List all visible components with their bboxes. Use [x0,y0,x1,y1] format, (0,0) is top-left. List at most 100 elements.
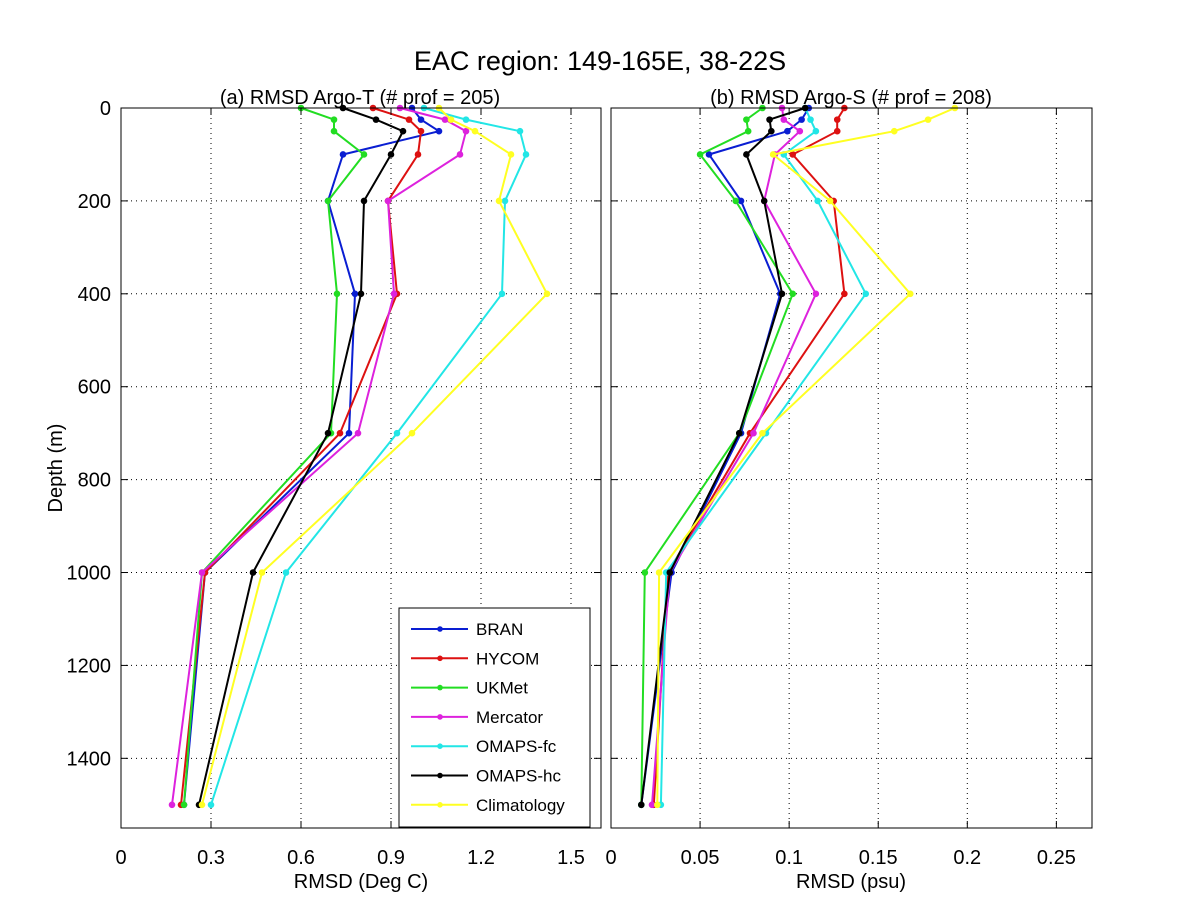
legend-label-omaps-fc: OMAPS-fc [476,737,557,756]
panel-a-ytick-label: 1400 [67,748,112,770]
panel-b-point-ukmet [732,197,740,205]
panel-a-point-mercator [384,197,392,205]
figure-title: EAC region: 149-165E, 38-22S [414,46,786,76]
panel-a-point-omaps-fc [207,801,215,809]
panel-b-xlabel: RMSD (psu) [796,871,906,893]
panel-a-point-bran [417,116,425,123]
legend-label-climatology: Climatology [476,796,565,815]
panel-a-point-omaps-hc [357,290,365,298]
panel-a-point-omaps-hc [324,429,332,437]
panel-b-xtick-label: 0.25 [1037,847,1076,869]
legend-marker-ukmet [437,684,443,691]
panel-a-point-mercator [354,429,362,437]
legend-marker-omaps-hc [437,772,443,779]
panel-b-point-omaps-hc [778,290,786,298]
panel-a-xtick-label: 0 [115,847,126,869]
panel-a-point-bran [351,290,359,298]
panel-a-xtick-label: 0.6 [287,847,315,869]
panel-a-point-bran [435,127,443,135]
panel-a-ylabel: Depth (m) [45,424,67,513]
panel-b-point-hycom [833,116,841,123]
panel-b-axes-frame [610,107,1093,829]
panel-a-point-ukmet [330,127,338,135]
panel-b-point-omaps-hc [743,151,750,158]
panel-b-point-omaps-fc [807,116,814,123]
panel-a-point-omaps-hc [372,116,380,123]
panel-b-point-mercator [648,801,656,809]
panel-a-xtick-label: 0.3 [197,847,225,869]
panel-a-point-ukmet [180,801,188,809]
panel-b-point-climatology [906,290,914,298]
panel-b-point-bran [705,151,713,158]
panel-a-point-ukmet [333,290,341,298]
legend-marker-hycom [437,655,443,662]
panel-b-point-hycom [841,290,848,298]
panel-b-point-climatology [759,429,766,437]
panel-a-point-hycom [336,429,344,437]
panel-b-point-ukmet [744,127,752,135]
panel-b-point-climatology [769,151,777,158]
panel-a-point-climatology [447,116,455,123]
panel-b-point-climatology [654,801,661,809]
panel-a-xtick-label: 1.2 [467,847,495,869]
panel-a-title: (a) RMSD Argo-T (# prof = 205) [220,87,500,109]
panel-b-salinity: (b) RMSD Argo-S (# prof = 208) 0 0.05 0.1 0… [605,87,1093,893]
panel-b-point-omaps-fc [862,290,870,298]
panel-b-point-climatology [890,127,898,135]
panel-a-point-climatology [543,290,551,298]
panel-b-point-omaps-fc [814,197,821,205]
panel-a-point-omaps-fc [516,127,524,135]
legend-marker-bran [437,626,443,632]
panel-a-xtick-label: 0.9 [377,847,405,869]
panel-b-point-ukmet [641,569,649,576]
panel-b-point-omaps-hc [666,569,674,576]
panel-b-point-bran [784,127,791,135]
panel-b-point-omaps-fc [812,127,820,135]
panel-a-point-hycom [417,127,425,135]
legend-label-mercator: Mercator [476,708,543,727]
panel-a-ytick-label: 600 [78,377,111,399]
panel-b-point-mercator [780,116,788,123]
panel-a-point-omaps-fc [501,197,509,205]
panel-a-point-omaps-fc [282,569,290,576]
panel-a-point-hycom [414,151,422,158]
panel-b-point-mercator [812,290,820,298]
panel-a-point-omaps-hc [399,127,407,135]
panel-b-xtick-label: 0.15 [859,847,898,869]
panel-a-point-mercator [198,569,206,576]
panel-a-point-mercator [441,116,449,123]
panel-a-point-climatology [495,197,503,205]
legend-marker-mercator [437,714,443,720]
panel-b-point-ukmet [743,116,750,123]
panel-b-xtick-label: 0 [605,847,616,869]
panel-b-plot-area [611,108,1092,828]
panel-b-point-bran [737,197,745,205]
panel-a-point-climatology [258,569,266,576]
panel-b-point-climatology [655,569,663,576]
panel-b-point-mercator [750,429,757,437]
panel-a-point-omaps-fc [462,116,470,123]
panel-a-point-mercator [168,801,176,809]
panel-a-point-climatology [408,429,416,437]
panel-a-point-mercator [456,151,464,158]
panel-b-point-bran [798,116,805,123]
panel-a-xtick-label: 1.5 [557,847,585,869]
panel-b-point-omaps-hc [735,429,743,437]
panel-a-point-omaps-fc [498,290,506,298]
legend-label-omaps-hc: OMAPS-hc [476,767,562,786]
panel-a-point-climatology [507,151,515,158]
panel-b-xtick-label: 0.1 [775,847,803,869]
panel-b-point-ukmet [696,151,704,158]
panel-a-point-climatology [471,127,479,135]
panel-b-point-hycom [833,127,841,135]
panel-a-point-hycom [405,116,413,123]
panel-a-ytick-label: 800 [78,470,111,492]
panel-a-point-mercator [390,290,398,298]
panel-a-axes-frame [120,107,602,829]
panel-a-xlabel: RMSD (Deg C) [294,871,428,893]
panel-a-ytick-label: 400 [78,284,111,306]
panel-a-point-climatology [198,801,206,809]
panel-a-point-bran [345,429,353,437]
panel-b-point-climatology [826,197,834,205]
panel-a-point-omaps-hc [387,151,395,158]
